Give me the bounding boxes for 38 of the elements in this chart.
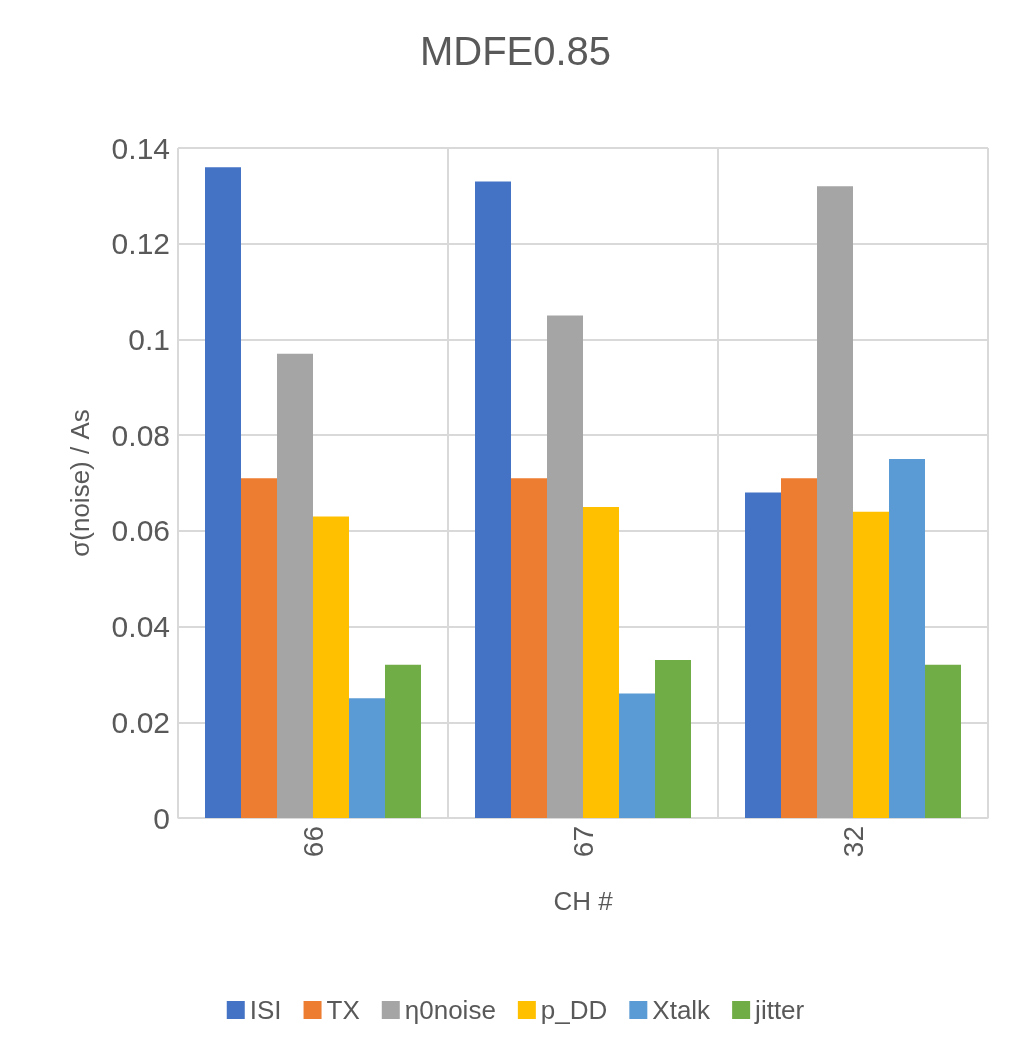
bar [853, 511, 889, 818]
bar [745, 492, 781, 818]
x-axis-title: CH # [553, 886, 614, 916]
bar [511, 478, 547, 818]
y-tick-label: 0.08 [111, 418, 170, 452]
bar [241, 478, 277, 818]
bar [475, 181, 511, 818]
bar [547, 315, 583, 818]
y-tick-label: 0 [153, 801, 170, 835]
y-tick-label: 0.06 [111, 514, 170, 548]
chart-title: MDFE0.85 [419, 29, 612, 73]
legend-label: p_DD [540, 995, 608, 1025]
bar [205, 167, 241, 818]
legend-label: jitter [754, 995, 805, 1025]
bar [583, 506, 619, 818]
bar [385, 664, 421, 818]
y-tick-label: 0.1 [128, 322, 170, 356]
y-tick-label: 0.12 [111, 227, 170, 261]
y-axis-title: σ(noise) / As [65, 409, 95, 557]
legend-label: TX [326, 995, 360, 1025]
x-tick-label: 67 [567, 826, 599, 858]
bar [655, 660, 691, 818]
bar [619, 693, 655, 818]
bar [277, 353, 313, 818]
bar [313, 516, 349, 818]
bar [925, 664, 961, 818]
y-tick-label: 0.04 [111, 610, 170, 644]
legend-label: ISI [249, 995, 282, 1025]
y-tick-label: 0.02 [111, 705, 170, 739]
bar [889, 459, 925, 818]
legend-label: Xtalk [652, 995, 712, 1025]
bar [781, 478, 817, 818]
bar [349, 698, 385, 818]
x-tick-label: 32 [837, 826, 869, 858]
bar [817, 186, 853, 818]
legend-label: η0noise [404, 995, 496, 1025]
x-tick-label: 66 [297, 826, 329, 858]
y-tick-label: 0.14 [111, 131, 170, 165]
